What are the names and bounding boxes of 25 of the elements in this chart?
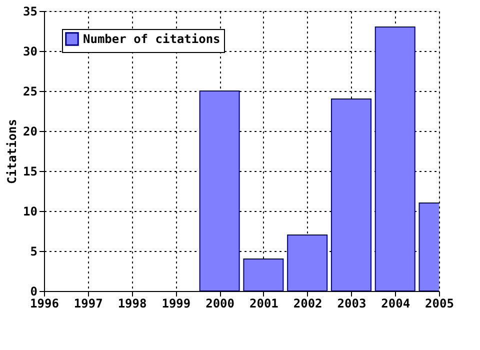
y-tick-label: 30 [23,44,38,58]
bar [330,98,372,291]
y-tick-label: 20 [23,124,38,138]
bar [243,258,284,291]
y-tick-label: 15 [23,164,38,178]
y-tick-label: 0 [30,284,38,298]
bar [287,234,328,291]
bar [374,26,416,291]
x-tick-label: 1997 [74,296,103,310]
x-tick-label: 2002 [293,296,322,310]
y-tick-label: 35 [23,4,38,18]
x-tick-label: 1998 [118,296,147,310]
x-tick-label: 1999 [162,296,191,310]
bar [199,90,240,291]
x-tick-label: 2004 [381,296,410,310]
x-tick-label: 2005 [425,296,454,310]
y-tick-label: 25 [23,84,38,98]
y-axis-title: Citations [5,118,20,184]
x-tick-label: 2000 [206,296,235,310]
x-tick-label: 1996 [30,296,59,310]
y-tick-label: 5 [30,244,38,258]
y-tick-label: 10 [23,204,38,218]
legend-label: Number of citations [83,32,220,46]
x-tick-label: 2001 [249,296,278,310]
x-tick-label: 2003 [337,296,366,310]
